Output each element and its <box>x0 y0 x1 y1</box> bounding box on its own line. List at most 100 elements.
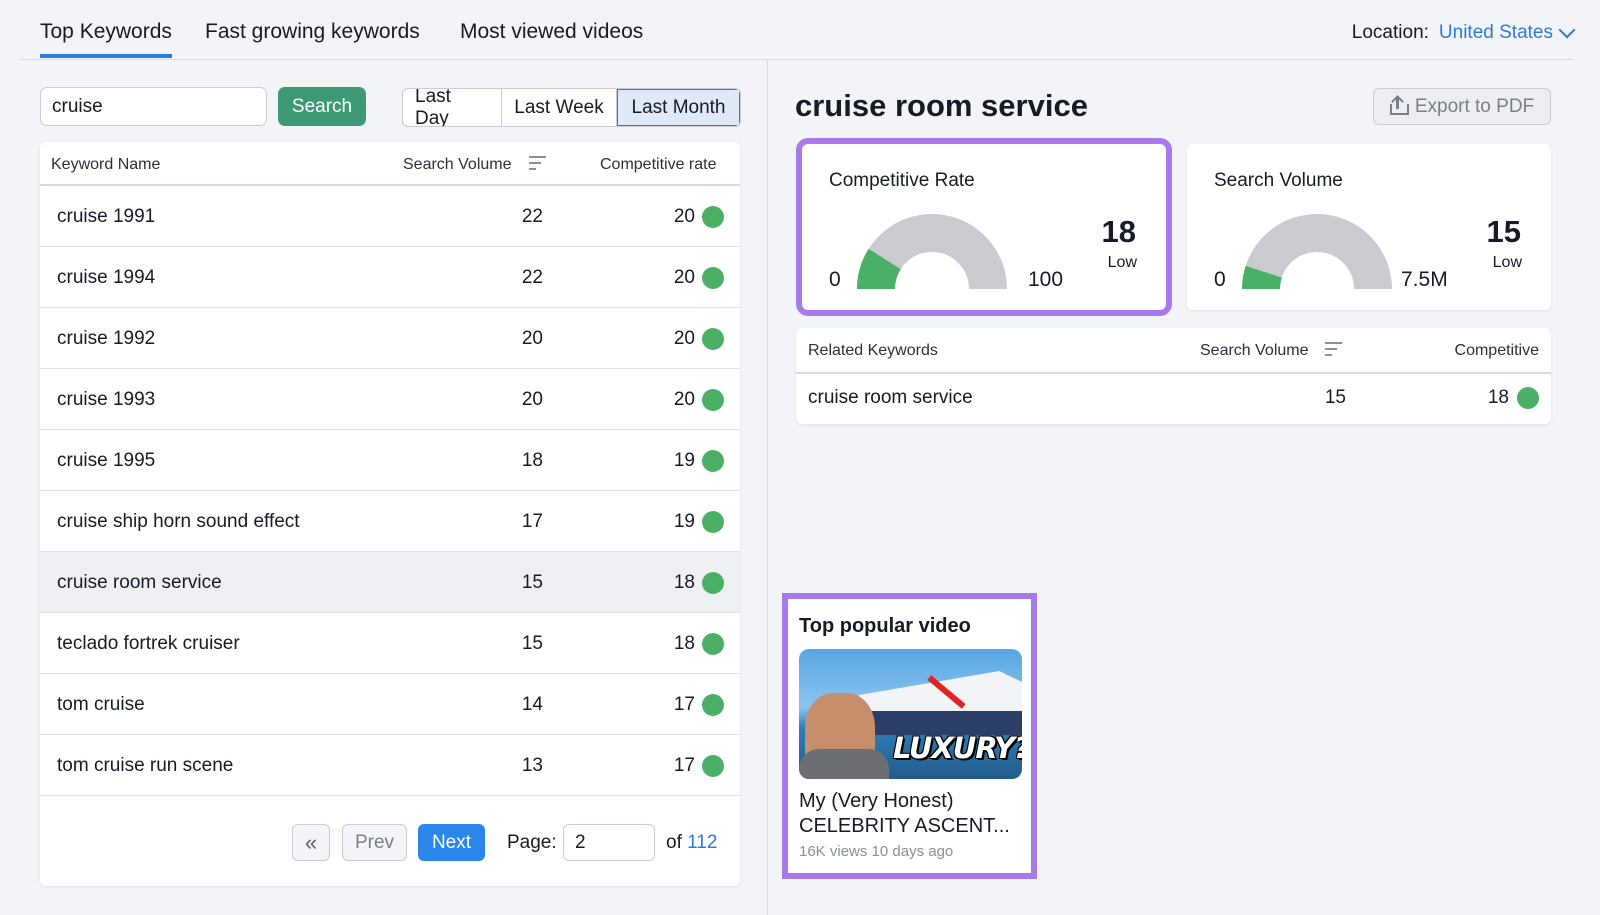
keyword-name: cruise room service <box>57 572 222 593</box>
header-competitive: Competitive <box>1454 342 1539 359</box>
competitive-rate-card: Competitive Rate 0 100 18 Low <box>796 138 1172 316</box>
keyword-name: cruise ship horn sound effect <box>57 511 300 532</box>
search-button[interactable]: Search <box>278 87 366 126</box>
tab-fast-growing-keywords[interactable]: Fast growing keywords <box>205 20 420 43</box>
location-label: Location: <box>1351 22 1429 43</box>
related-keyword-name: cruise room service <box>808 387 973 408</box>
search-volume-label: Search Volume <box>1214 170 1343 191</box>
keyword-volume: 22 <box>521 206 543 227</box>
keyword-volume: 15 <box>521 633 543 654</box>
video-thumbnail[interactable]: LUXURY? <box>799 649 1022 779</box>
status-dot <box>702 633 724 655</box>
competitive-rate-label: Competitive Rate <box>829 170 975 191</box>
status-dot <box>702 328 724 350</box>
table-row[interactable]: cruise room service 15 18 <box>40 552 740 613</box>
chevron-down-icon <box>1558 21 1576 39</box>
keyword-name: tom cruise run scene <box>57 755 234 776</box>
top-popular-video-card: Top popular video LUXURY? My (Very Hones… <box>782 593 1037 879</box>
location-dropdown[interactable]: United States <box>1438 21 1576 44</box>
keyword-rate: 20 <box>673 328 695 349</box>
search-volume-gauge <box>1242 214 1392 289</box>
gauge-min: 0 <box>1214 268 1226 291</box>
keyword-table: Keyword Name Search Volume Competitive r… <box>40 142 740 886</box>
panel-divider <box>767 60 768 915</box>
table-row[interactable]: cruise 1995 18 19 <box>40 430 740 491</box>
period-filter: Last Day Last Week Last Month <box>402 88 741 127</box>
next-button[interactable]: Next <box>418 824 485 861</box>
gauge-track <box>1242 214 1392 289</box>
prev-button[interactable]: Prev <box>342 824 407 861</box>
table-row[interactable]: cruise 1992 20 20 <box>40 308 740 369</box>
status-dot <box>702 267 724 289</box>
tab-most-viewed-videos[interactable]: Most viewed videos <box>460 20 644 43</box>
of-label: of <box>666 832 682 853</box>
page-input[interactable] <box>563 824 655 861</box>
period-last-week[interactable]: Last Week <box>502 89 617 126</box>
tab-top-keywords[interactable]: Top Keywords <box>40 20 172 58</box>
page-total: of 112 <box>666 832 717 854</box>
keyword-rate: 20 <box>673 206 695 227</box>
keyword-rate: 20 <box>673 267 695 288</box>
location-value: United States <box>1438 22 1553 43</box>
related-header: Related Keywords Search Volume Competiti… <box>796 328 1551 374</box>
header-related-keywords: Related Keywords <box>808 342 938 359</box>
keyword-name: cruise 1992 <box>57 328 156 349</box>
keyword-volume: 17 <box>521 511 543 532</box>
export-label: Export to PDF <box>1414 95 1535 117</box>
keyword-rate: 19 <box>673 511 695 532</box>
status-dot <box>702 511 724 533</box>
sort-icon[interactable] <box>1325 342 1342 356</box>
keyword-name: cruise 1993 <box>57 389 156 410</box>
keyword-name: teclado fortrek cruiser <box>57 633 240 654</box>
table-row[interactable]: cruise 1994 22 20 <box>40 247 740 308</box>
keyword-name: tom cruise <box>57 694 145 715</box>
status-dot <box>702 389 724 411</box>
header-keyword-name: Keyword Name <box>51 156 161 173</box>
keyword-volume: 15 <box>521 572 543 593</box>
table-row[interactable]: cruise 1993 20 20 <box>40 369 740 430</box>
table-row[interactable]: teclado fortrek cruiser 15 18 <box>40 613 740 674</box>
thumbnail-text: LUXURY? <box>893 731 1022 765</box>
keyword-volume: 18 <box>521 450 543 471</box>
keyword-name: cruise 1991 <box>57 206 156 227</box>
header-search-volume[interactable]: Search Volume <box>1200 342 1309 359</box>
search-input[interactable] <box>40 87 267 126</box>
gauge-fill <box>1242 265 1283 289</box>
gauge-fill <box>857 248 902 289</box>
related-keywords-table: Related Keywords Search Volume Competiti… <box>796 328 1551 424</box>
keyword-name: cruise 1995 <box>57 450 156 471</box>
search-volume-card: Search Volume 0 7.5M 15 Low <box>1187 144 1551 310</box>
total-pages[interactable]: 112 <box>687 832 718 853</box>
tab-bar: Top Keywords Fast growing keywords Most … <box>20 0 1576 60</box>
period-last-day[interactable]: Last Day <box>403 89 502 126</box>
first-page-button[interactable]: « <box>292 824 330 861</box>
related-keyword-volume: 15 <box>1324 387 1346 408</box>
keyword-name: cruise 1994 <box>57 267 156 288</box>
competitive-rate-value: 18 <box>1101 214 1136 249</box>
table-row[interactable]: tom cruise run scene 13 17 <box>40 735 740 796</box>
header-competitive-rate: Competitive rate <box>600 156 717 173</box>
keyword-rate: 20 <box>673 389 695 410</box>
export-pdf-button[interactable]: Export to PDF <box>1373 88 1551 125</box>
header-search-volume[interactable]: Search Volume <box>403 156 512 173</box>
table-row[interactable]: cruise 1991 22 20 <box>40 186 740 247</box>
table-row[interactable]: cruise ship horn sound effect 17 19 <box>40 491 740 552</box>
detail-title: cruise room service <box>795 88 1088 123</box>
sort-icon[interactable] <box>529 156 546 170</box>
keyword-rate: 17 <box>673 694 695 715</box>
table-row[interactable]: tom cruise 14 17 <box>40 674 740 735</box>
status-dot <box>702 206 724 228</box>
keyword-volume: 14 <box>521 694 543 715</box>
video-title[interactable]: My (Very Honest) CELEBRITY ASCENT... <box>799 790 1010 837</box>
gauge-min: 0 <box>829 268 841 291</box>
page-label: Page: <box>507 832 557 853</box>
period-last-month[interactable]: Last Month <box>617 89 740 126</box>
table-row[interactable]: cruise room service 15 18 <box>796 374 1551 424</box>
keyword-volume: 22 <box>521 267 543 288</box>
status-dot <box>1517 387 1539 409</box>
related-keyword-competitive: 18 <box>1487 387 1509 408</box>
video-meta: 16K views 10 days ago <box>799 843 954 860</box>
status-dot <box>702 450 724 472</box>
video-section-title: Top popular video <box>799 615 971 637</box>
status-dot <box>702 694 724 716</box>
